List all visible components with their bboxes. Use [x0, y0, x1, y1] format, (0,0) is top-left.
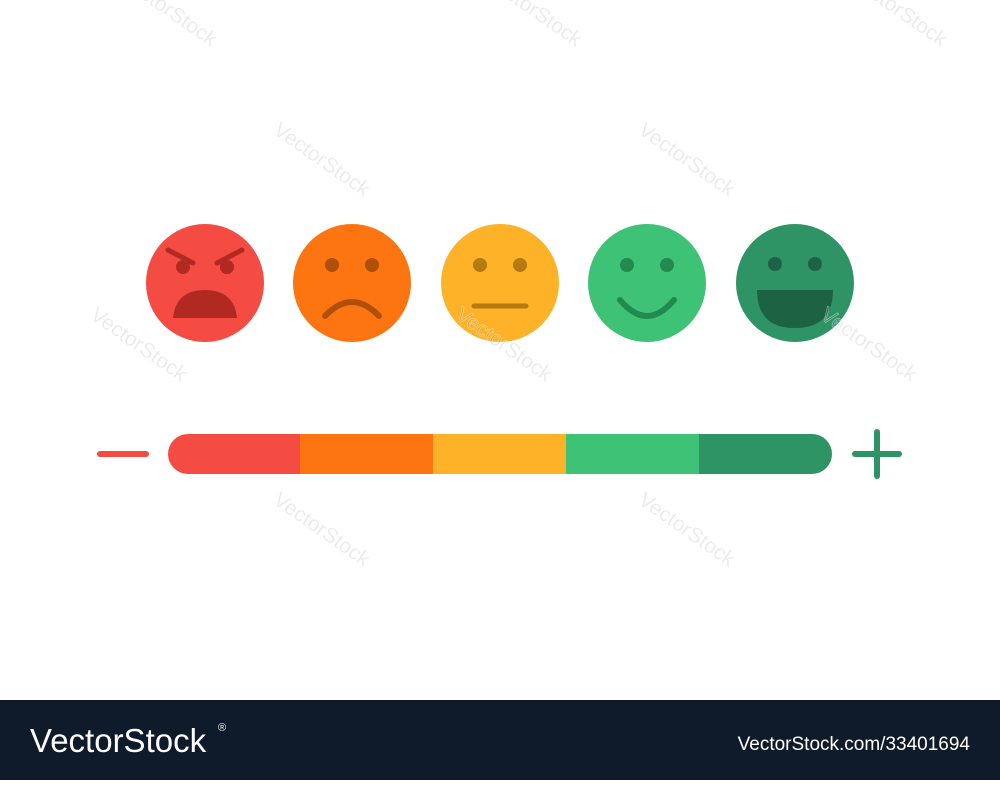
face-happy — [736, 224, 854, 342]
face-angry — [146, 224, 264, 342]
footer-bar — [0, 700, 1000, 780]
footer-url: VectorStock.com/33401694 — [738, 734, 971, 755]
plus-icon — [852, 429, 902, 479]
footer-registered: ® — [218, 722, 226, 734]
footer-brand: VectorStock — [30, 722, 207, 759]
background — [0, 0, 1000, 700]
face-smile — [588, 224, 706, 342]
face-sad — [293, 224, 411, 342]
scale-bar — [168, 434, 832, 474]
face-neutral — [441, 224, 559, 342]
